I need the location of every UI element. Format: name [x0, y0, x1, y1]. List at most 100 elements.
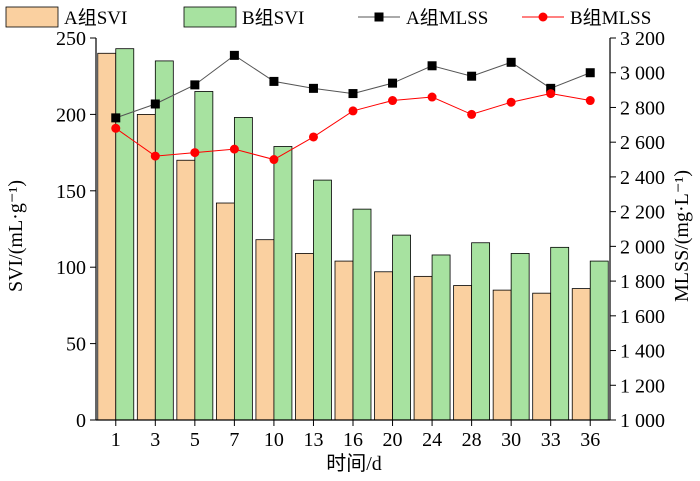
y-left-tick-label-150: 150	[56, 181, 86, 203]
axes-layer: 0 50 100 150 200 250 1 000 1 200 1 400 1 600 1 800…	[56, 28, 665, 451]
legend-marker-b-mlss	[538, 12, 548, 22]
bar-b-svi-33	[550, 246, 570, 421]
x-axis-label: 时间/d	[326, 452, 382, 475]
bar-b-svi-24	[431, 254, 451, 421]
bar-b-svi-28	[471, 242, 491, 421]
bar-a-svi-3	[136, 114, 156, 421]
point-a-mlss-10	[269, 76, 279, 86]
point-b-mlss-30	[506, 97, 516, 107]
bar-a-svi-7	[215, 202, 235, 421]
bar-a-svi-13	[295, 253, 314, 421]
x-tick-label-7: 7	[229, 429, 239, 451]
x-tick-label-13: 13	[303, 429, 323, 451]
legend-swatch-b-svi	[183, 6, 237, 28]
bar-a-svi-5	[176, 159, 196, 421]
legend-swatch-a-svi	[5, 6, 59, 28]
y-right-tick-label-2600: 2 600	[620, 132, 665, 154]
point-b-mlss-28	[467, 109, 477, 119]
point-b-mlss-16	[348, 106, 358, 116]
y-left-tick-label-0: 0	[76, 410, 86, 432]
point-a-mlss-16	[348, 89, 358, 99]
y-right-tick-label-2200: 2 200	[620, 202, 665, 224]
bar-a-svi-1	[97, 52, 117, 421]
point-a-mlss-3	[150, 99, 160, 109]
y-right-tick-label-1000: 1 000	[620, 410, 665, 432]
point-a-mlss-1	[111, 113, 121, 123]
y-right-tick-label-1600: 1 600	[620, 306, 665, 328]
x-tick-label-5: 5	[190, 429, 200, 451]
x-tick-label-16: 16	[343, 429, 363, 451]
bar-a-svi-16	[334, 260, 354, 421]
point-b-mlss-3	[150, 151, 160, 161]
bar-b-svi-7	[233, 117, 253, 421]
point-b-mlss-13	[308, 132, 318, 142]
x-tick-label-24: 24	[422, 429, 442, 451]
x-tick-label-28: 28	[462, 429, 482, 451]
bar-b-svi-36	[589, 260, 609, 421]
x-tick-label-36: 36	[580, 429, 600, 451]
point-a-mlss-36	[585, 68, 595, 78]
bar-a-svi-28	[453, 285, 473, 421]
point-b-mlss-24	[427, 92, 437, 102]
point-b-mlss-5	[190, 148, 200, 158]
x-tick-label-20: 20	[383, 429, 403, 451]
x-tick-label-3: 3	[150, 429, 160, 451]
bar-a-svi-36	[571, 288, 591, 421]
point-b-mlss-36	[585, 96, 595, 106]
legend-label-b-mlss: B组MLSS	[570, 7, 651, 29]
y-right-tick-label-3000: 3 000	[620, 63, 665, 85]
point-a-mlss-20	[388, 78, 398, 88]
bar-a-svi-33	[532, 292, 552, 421]
point-a-mlss-28	[467, 71, 477, 81]
bar-a-svi-10	[255, 239, 275, 421]
bar-b-svi-1	[115, 48, 135, 421]
x-tick-label-10: 10	[264, 429, 284, 451]
y-axis-label-right: MLSS/(mg·L⁻¹)	[671, 170, 693, 302]
point-a-mlss-33	[546, 83, 556, 93]
bar-b-svi-3	[154, 60, 174, 421]
y-left-tick-label-50: 50	[66, 334, 86, 356]
line-b-mlss	[115, 93, 591, 161]
y-right-tick-label-2800: 2 800	[620, 97, 665, 119]
y-right-tick-label-2000: 2 000	[620, 236, 665, 258]
bar-b-svi-13	[313, 179, 332, 421]
y-axis-label-left: SVI/(mL·g⁻¹)	[5, 180, 27, 292]
legend: A组SVI B组SVI A组MLSS B组MLSS	[5, 6, 651, 29]
point-a-mlss-24	[427, 61, 437, 71]
bar-a-svi-24	[413, 275, 433, 421]
point-b-mlss-1	[111, 123, 121, 133]
point-a-mlss-7	[229, 50, 239, 60]
bar-b-svi-16	[352, 208, 372, 421]
y-right-tick-label-1200: 1 200	[620, 375, 665, 397]
bar-b-svi-5	[194, 91, 214, 421]
legend-marker-a-mlss	[374, 12, 384, 22]
bar-b-svi-20	[392, 234, 411, 421]
point-b-mlss-33	[546, 89, 556, 99]
point-a-mlss-30	[506, 57, 516, 67]
bar-b-svi-10	[273, 146, 293, 421]
legend-label-a-mlss: A组MLSS	[406, 7, 488, 29]
legend-label-b-svi: B组SVI	[242, 7, 304, 29]
point-a-mlss-13	[308, 83, 318, 93]
bars-layer	[97, 48, 609, 421]
x-tick-label-33: 33	[541, 429, 561, 451]
y-right-tick-label-1800: 1 800	[620, 271, 665, 293]
x-tick-label-1: 1	[111, 429, 121, 451]
y-left-tick-label-250: 250	[56, 28, 86, 50]
point-b-mlss-20	[388, 96, 398, 106]
y-right-tick-label-2400: 2 400	[620, 167, 665, 189]
point-b-mlss-10	[269, 155, 279, 165]
point-a-mlss-5	[190, 80, 200, 90]
y-right-tick-label-1400: 1 400	[620, 341, 665, 363]
bar-a-svi-30	[492, 289, 512, 421]
x-tick-label-30: 30	[501, 429, 521, 451]
lines-layer	[111, 50, 595, 165]
bar-a-svi-20	[374, 271, 393, 421]
y-left-tick-label-200: 200	[56, 104, 86, 126]
y-left-tick-label-100: 100	[56, 257, 86, 279]
bar-b-svi-30	[510, 253, 530, 421]
y-right-tick-label-3200: 3 200	[620, 28, 665, 50]
point-b-mlss-7	[229, 144, 239, 154]
